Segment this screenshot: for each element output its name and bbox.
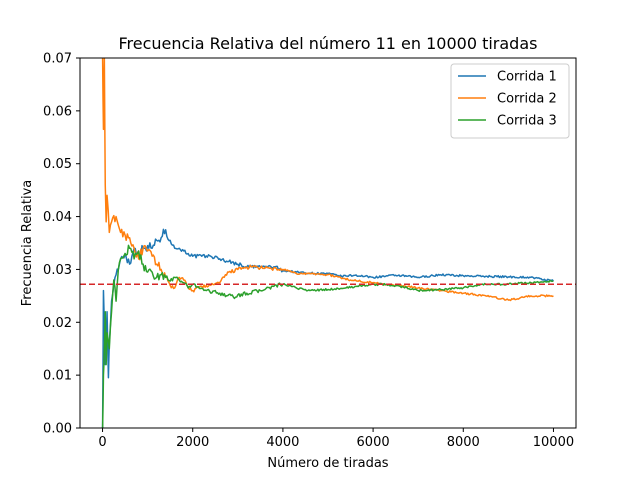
legend-label: Corrida 2 [497, 92, 557, 107]
legend-label: Corrida 1 [497, 70, 557, 85]
y-axis-label: Frecuencia Relativa [20, 180, 35, 306]
plot-frame [79, 57, 577, 429]
plot-area [80, 58, 576, 428]
x-axis: 0 2000 4000 6000 8000 10000 [98, 428, 574, 450]
series-line-3 [101, 244, 554, 428]
legend: Corrida 1 Corrida 2 Corrida 3 [450, 63, 570, 139]
y-tick-label: 0.01 [43, 369, 72, 384]
y-tick-label: 0.04 [43, 210, 72, 225]
x-axis-label: Número de tiradas [267, 456, 388, 471]
y-tick-label: 0.00 [43, 422, 72, 437]
y-axis: 0.00 0.01 0.02 0.03 0.04 0.05 0.06 0.07 [43, 52, 80, 437]
series-line-1 [101, 228, 554, 428]
x-tick-label: 8000 [447, 435, 480, 450]
series-line-2 [101, 58, 554, 302]
x-tick-label: 2000 [176, 435, 209, 450]
y-tick-label: 0.05 [43, 157, 72, 172]
x-tick-label: 10000 [533, 435, 574, 450]
x-tick-label: 0 [98, 435, 106, 450]
chart-title: Frecuencia Relativa del número 11 en 100… [119, 34, 538, 53]
y-tick-label: 0.03 [43, 263, 72, 278]
y-tick-label: 0.07 [43, 52, 72, 67]
x-tick-label: 4000 [266, 435, 299, 450]
y-tick-label: 0.06 [43, 104, 72, 119]
legend-label: Corrida 3 [497, 114, 557, 129]
y-tick-label: 0.02 [43, 316, 72, 331]
x-tick-label: 6000 [357, 435, 390, 450]
